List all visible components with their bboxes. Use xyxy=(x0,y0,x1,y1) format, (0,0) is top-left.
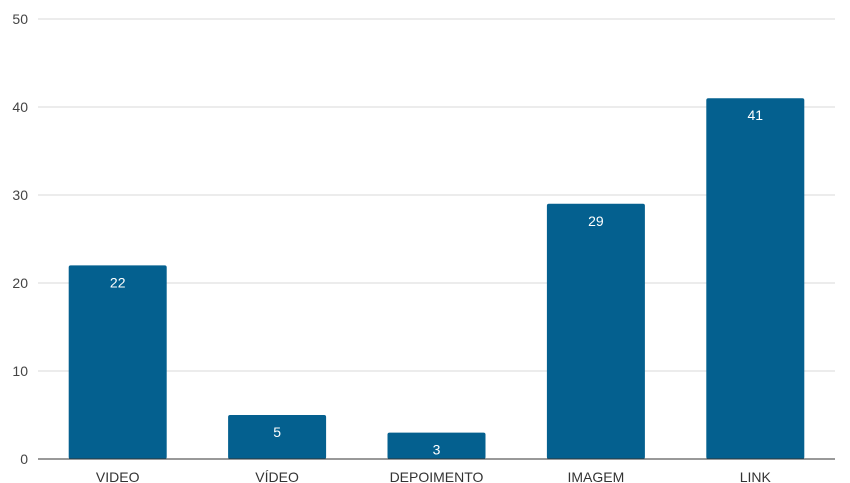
bar-1 xyxy=(68,265,167,459)
bars xyxy=(68,98,805,459)
x-tick-label-5: LINK xyxy=(740,469,772,483)
data-label-3: 3 xyxy=(433,442,441,458)
x-tick-label-1: VIDEO xyxy=(96,469,140,483)
y-tick-label-0: 0 xyxy=(20,451,28,467)
x-axis-category-labels: VIDEO VÍDEO DEPOIMENTO IMAGEM LINK xyxy=(96,469,772,483)
data-label-4: 29 xyxy=(588,213,604,229)
data-label-5: 41 xyxy=(748,107,764,123)
y-tick-label-20: 20 xyxy=(12,275,28,291)
y-tick-label-50: 50 xyxy=(12,11,28,27)
data-label-1: 22 xyxy=(110,274,126,290)
data-label-2: 5 xyxy=(273,424,281,440)
y-tick-label-10: 10 xyxy=(12,363,28,379)
gridlines xyxy=(38,18,835,372)
x-tick-label-4: IMAGEM xyxy=(568,469,625,483)
bar-4 xyxy=(546,203,645,459)
y-tick-label-30: 30 xyxy=(12,187,28,203)
bar-2 xyxy=(228,415,327,459)
x-tick-label-3: DEPOIMENTO xyxy=(390,469,484,483)
bar-5 xyxy=(706,98,805,459)
data-labels: 22 5 3 29 41 xyxy=(110,107,763,457)
x-tick-label-2: VÍDEO xyxy=(255,469,299,483)
y-axis-tick-labels: 0 10 20 30 40 50 xyxy=(12,11,28,467)
y-tick-label-40: 40 xyxy=(12,99,28,115)
bar-3 xyxy=(387,432,486,459)
